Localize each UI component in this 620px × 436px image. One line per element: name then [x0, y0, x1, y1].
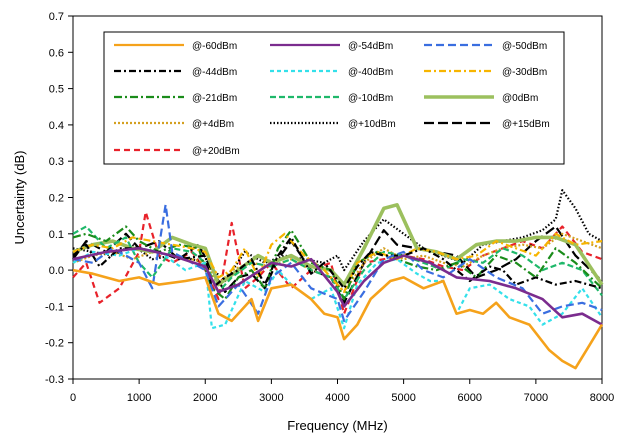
legend-label: @-21dBm: [192, 93, 237, 104]
legend-label: @-50dBm: [502, 41, 547, 52]
series-line-minus54dbm: [72, 247, 603, 326]
legend: @-60dBm @-54dBm @-50dBm @-44dBm @-40dBm @-30d…: [103, 31, 565, 165]
y-tick-label: 0.5: [49, 84, 64, 96]
legend-label: @-44dBm: [192, 67, 237, 78]
legend-label: @+15dBm: [502, 119, 550, 130]
y-tick-label: -0.3: [45, 374, 64, 386]
legend-label: @+10dBm: [348, 119, 396, 130]
legend-label: @-40dBm: [348, 67, 393, 78]
x-tick-label: 6000: [458, 392, 482, 404]
x-tick-label: 1000: [127, 392, 151, 404]
x-tick-label: 0: [70, 392, 76, 404]
series-line-minus50dbm: [72, 203, 603, 322]
series-line-plus10dbm: [72, 189, 603, 283]
y-tick-label: 0.3: [49, 156, 64, 168]
legend-label: @+4dBm: [192, 119, 234, 130]
y-tick-label: 0.0: [49, 265, 64, 277]
series-line-minus44dbm: [72, 236, 603, 290]
x-tick-label: 5000: [391, 392, 415, 404]
legend-label: @-60dBm: [192, 41, 237, 52]
series-line-minus60dbm: [72, 268, 604, 370]
legend-label: @0dBm: [502, 93, 538, 104]
axis-ticks: 0 1000 2000 3000 4000 5000 6000 7000 8000 -0.3 -0.…: [45, 11, 614, 404]
y-tick-label: 0.6: [49, 47, 64, 59]
x-tick-label: 3000: [259, 392, 283, 404]
series-line-minus10dbm: [72, 225, 603, 301]
x-tick-label: 2000: [193, 392, 217, 404]
x-axis-title: Frequency (MHz): [287, 418, 387, 433]
legend-label: @+20dBm: [192, 146, 240, 157]
legend-label: @-10dBm: [348, 93, 393, 104]
y-tick-label: 0.7: [49, 11, 64, 23]
series-layer: [72, 189, 604, 370]
x-tick-label: 8000: [590, 392, 614, 404]
legend-label: @-30dBm: [502, 67, 547, 78]
legend-label: @-54dBm: [348, 41, 393, 52]
y-tick-label: 0.4: [49, 120, 64, 132]
y-tick-label: 0.1: [49, 229, 64, 241]
y-axis-title: Uncertainty (dB): [12, 151, 27, 245]
series-line-plus20dbm: [72, 210, 603, 315]
x-tick-label: 4000: [325, 392, 349, 404]
series-line-minus40dbm: [72, 247, 603, 330]
y-tick-label: -0.1: [45, 301, 64, 313]
y-tick-label: -0.2: [45, 338, 64, 350]
x-tick-label: 7000: [524, 392, 548, 404]
y-tick-label: 0.2: [49, 193, 64, 205]
